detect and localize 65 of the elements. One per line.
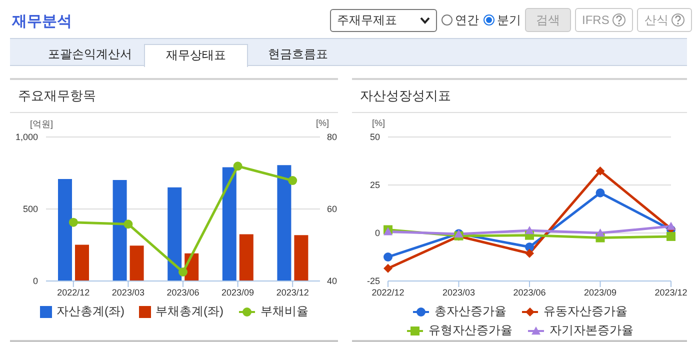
x-tick-label: 2023/03 xyxy=(442,287,476,298)
y-tick-label: 50 xyxy=(370,132,380,142)
text: 재무상태표 xyxy=(144,44,248,67)
legend-label: 유형자산증가율 xyxy=(428,322,512,339)
legend-label: 자산총계(좌) xyxy=(56,303,124,320)
point xyxy=(124,220,133,229)
point xyxy=(596,188,605,198)
point xyxy=(384,264,392,273)
bar xyxy=(112,180,127,281)
y-axis-title: [%] xyxy=(372,118,386,128)
text: 포괄손익계산서 xyxy=(47,46,133,63)
point xyxy=(596,166,605,176)
y-tick-label: 0 xyxy=(374,228,380,238)
point xyxy=(666,222,676,230)
text: 현금흐름표 xyxy=(267,46,329,63)
y2-tick-label: 80 xyxy=(326,132,338,142)
bar xyxy=(75,244,89,281)
y2-tick-label: 40 xyxy=(326,276,338,286)
text: 검색 xyxy=(525,8,571,32)
text: 주재무제표 xyxy=(337,12,397,28)
y-tick-label: 25 xyxy=(370,180,380,190)
y2-tick-label: 60 xyxy=(326,204,338,214)
y-axis-title: [억원] xyxy=(30,118,54,131)
point xyxy=(525,226,534,234)
bar xyxy=(294,235,308,281)
y-tick-label: 500 xyxy=(22,204,38,214)
x-tick-label: 2022/12 xyxy=(57,287,90,298)
x-tick-label: 2023/09 xyxy=(222,287,254,298)
point xyxy=(288,176,298,186)
bar xyxy=(277,165,292,281)
text: 연간 xyxy=(455,12,479,28)
x-tick-label: 2022/12 xyxy=(372,287,404,298)
y2-axis-title: [%] xyxy=(316,118,330,128)
point xyxy=(596,228,605,237)
bar xyxy=(58,179,72,281)
point xyxy=(525,248,534,258)
text: 분기 xyxy=(497,12,521,28)
point xyxy=(178,268,188,276)
legend-label: 자기자본증가율 xyxy=(550,322,634,339)
x-tick-label: 2023/12 xyxy=(276,287,309,298)
text: IFRS xyxy=(575,8,634,32)
y-tick-label: 0 xyxy=(32,276,38,286)
bar xyxy=(239,234,254,281)
point xyxy=(233,162,242,171)
text: 산식 xyxy=(637,8,692,32)
x-tick-label: 2023/12 xyxy=(654,287,688,298)
y-tick-label: 1,000 xyxy=(15,132,38,142)
x-tick-label: 2023/09 xyxy=(584,287,617,298)
legend-label: 부채총계(좌) xyxy=(156,303,224,320)
bar xyxy=(168,187,182,281)
legend-label: 부채비율 xyxy=(260,303,308,320)
x-tick-label: 2023/06 xyxy=(513,287,546,298)
bar xyxy=(130,246,144,281)
point xyxy=(666,232,676,241)
chart-title: 주요재무항목 xyxy=(10,80,338,113)
legend-label: 유동자산증가율 xyxy=(544,303,628,320)
legend-label: 총자산증가율 xyxy=(434,303,506,320)
point xyxy=(384,252,392,262)
chart-title: 자산성장성지표 xyxy=(352,80,687,113)
x-tick-label: 2023/03 xyxy=(112,287,144,298)
bar xyxy=(222,167,236,281)
point xyxy=(68,218,78,227)
text: 재무분석 xyxy=(12,12,72,31)
x-tick-label: 2023/06 xyxy=(166,287,200,298)
y-tick-label: -25 xyxy=(366,276,380,286)
